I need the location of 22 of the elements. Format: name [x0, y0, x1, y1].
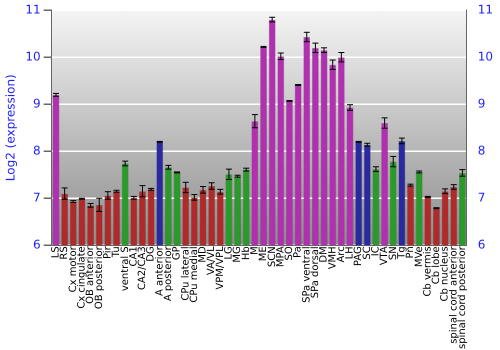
- x-tick-label: MVe: [414, 246, 425, 268]
- y-axis-title: Log2 (expression): [3, 74, 18, 182]
- y2-tick-label: 11: [478, 2, 494, 16]
- x-tick-label: GP: [172, 246, 183, 260]
- y2-tick-label: 7: [478, 190, 486, 204]
- y-tick-label: 10: [25, 49, 41, 64]
- y-tick-label: 11: [25, 2, 41, 16]
- y2-tick-label: 9: [478, 96, 486, 110]
- y-tick-label: 8: [33, 143, 41, 158]
- x-tick-label: Pa: [292, 246, 304, 258]
- x-tick-label: OB posterior: [94, 245, 105, 310]
- y-tick-label: 6: [33, 237, 41, 252]
- y2-tick-label: 10: [478, 49, 494, 64]
- x-tick-label: RS: [59, 246, 70, 260]
- y2-tick-label: 8: [478, 143, 486, 158]
- y2-tick-label: 6: [478, 237, 486, 252]
- y-tick-label: 7: [33, 190, 41, 204]
- x-tick-label: A posterior: [163, 245, 174, 302]
- x-tick-label: Tg: [396, 246, 408, 260]
- x-tick-label: DG: [146, 246, 157, 262]
- x-tick-label: spinal cord posterior: [457, 245, 468, 350]
- y-tick-label: 9: [33, 96, 41, 110]
